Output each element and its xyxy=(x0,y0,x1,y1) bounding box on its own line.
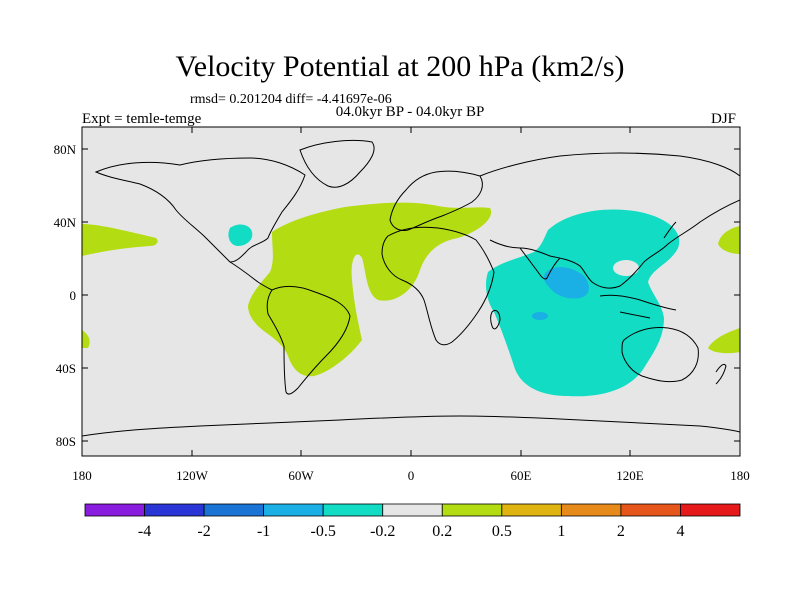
coast-greenland xyxy=(299,139,375,188)
colorbar-swatch xyxy=(203,503,265,517)
lon-axis: 180 120W 60W 0 60E 120E 180 xyxy=(72,127,750,483)
colorbar-label: 0.5 xyxy=(492,523,512,540)
negative-region-indo-pacific xyxy=(486,209,680,397)
contour-fills xyxy=(82,139,740,437)
coast-new-zealand xyxy=(715,363,727,385)
positive-region-south-pacific-edge xyxy=(82,330,90,348)
lon-label-180e: 180 xyxy=(730,468,750,483)
lat-label-40n: 40N xyxy=(54,215,77,230)
colorbar-swatch xyxy=(620,503,681,517)
colorbar-swatch xyxy=(441,503,503,517)
strong-negative-region-indian-ocean xyxy=(543,267,589,299)
colorbar-swatch xyxy=(382,503,443,517)
colorbar-swatch xyxy=(501,503,562,517)
coast-europe xyxy=(389,170,483,231)
coast-indonesia xyxy=(599,294,677,319)
colorbar-swatch xyxy=(263,503,324,517)
lat-axis: 80N 40N 0 40S 80S xyxy=(54,142,740,449)
colorbar-swatch xyxy=(322,503,384,517)
colorbar-label: 0.2 xyxy=(432,523,452,540)
colorbar-label: -4 xyxy=(138,523,151,540)
coast-madagascar xyxy=(490,309,501,330)
lat-label-80n: 80N xyxy=(54,142,77,157)
colorbar-swatch xyxy=(560,503,622,517)
colorbar-label: 1 xyxy=(557,523,565,540)
lon-label-60w: 60W xyxy=(288,468,314,483)
coast-south-america xyxy=(266,285,351,395)
strong-negative-spot-south-indian xyxy=(532,312,548,320)
coast-north-america xyxy=(94,157,306,263)
coast-africa xyxy=(381,226,495,346)
coast-japan xyxy=(663,221,677,239)
positive-region-east-pacific xyxy=(82,224,158,256)
neutral-hole-south-china xyxy=(613,260,639,276)
coast-australia xyxy=(621,327,699,383)
colorbar-swatch xyxy=(144,503,205,517)
positive-region-sw-pacific xyxy=(708,328,740,354)
colorbar: -4 -2 -1 -0.5 -0.2 0.2 0.5 1 2 4 xyxy=(84,503,741,540)
lon-label-120e: 120E xyxy=(616,468,644,483)
coast-antarctica xyxy=(82,415,740,437)
lon-label-120w: 120W xyxy=(176,468,209,483)
negative-region-caribbean xyxy=(228,224,253,246)
colorbar-label: 2 xyxy=(617,523,625,540)
lat-label-0: 0 xyxy=(70,288,77,303)
coast-central-america xyxy=(229,261,273,291)
season-label: DJF xyxy=(711,111,737,127)
positive-region-americas-atlantic xyxy=(248,202,492,377)
colorbar-label: -1 xyxy=(257,523,270,540)
colorbar-label: -0.5 xyxy=(311,523,336,540)
coastlines xyxy=(82,139,740,437)
coast-asia xyxy=(479,152,740,289)
positive-region-far-west-pacific xyxy=(718,226,740,254)
colorbar-label: -2 xyxy=(197,523,210,540)
colorbar-label: -0.2 xyxy=(370,523,395,540)
coast-india xyxy=(519,247,561,280)
colorbar-swatch xyxy=(680,503,741,517)
experiment-label: Expt = temle-temge xyxy=(82,111,202,127)
colorbar-label: 4 xyxy=(676,523,684,540)
lon-label-180w: 180 xyxy=(72,468,92,483)
lat-label-40s: 40S xyxy=(56,361,76,376)
period-label: 04.0kyr BP - 04.0kyr BP xyxy=(335,104,485,120)
lon-label-60e: 60E xyxy=(511,468,532,483)
lon-label-0: 0 xyxy=(408,468,415,483)
map-title: Velocity Potential at 200 hPa (km2/s) xyxy=(175,50,625,83)
lat-label-80s: 80S xyxy=(56,434,76,449)
stats-line: rmsd= 0.201204 diff= -4.41697e-06 xyxy=(190,92,392,107)
colorbar-swatch xyxy=(84,503,145,517)
